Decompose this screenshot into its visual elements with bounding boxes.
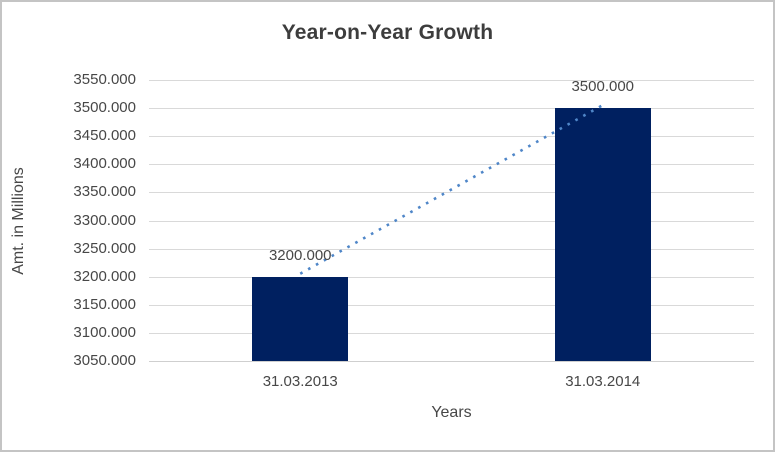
- y-tick-label: 3250.000: [73, 239, 136, 257]
- trendline-path: [299, 103, 604, 275]
- gridline: [149, 164, 754, 166]
- gridline: [149, 136, 754, 138]
- x-tick-label: 31.03.2013: [262, 373, 338, 390]
- gridline: [149, 80, 754, 81]
- chart-title: Year-on-Year Growth: [281, 21, 494, 44]
- y-tick-label: 3400.000: [73, 155, 136, 173]
- y-tick-label: 3100.000: [73, 323, 136, 341]
- y-tick-label: 3200.000: [73, 267, 136, 285]
- bar-31.03.2013: [252, 276, 349, 361]
- data-label: 3200.000: [268, 246, 332, 264]
- y-tick-label: 3150.000: [73, 295, 136, 313]
- x-axis-title: Years: [431, 404, 472, 421]
- gridline: [149, 108, 754, 110]
- gridline: [149, 332, 754, 334]
- bar-31.03.2014: [554, 108, 651, 361]
- trendline: [299, 103, 604, 275]
- gridline: [149, 192, 754, 194]
- x-tick-label: 31.03.2014: [565, 373, 641, 390]
- y-tick-label: 3050.000: [73, 352, 136, 369]
- y-tick-label: 3550.000: [73, 71, 136, 88]
- y-tick-label: 3350.000: [73, 183, 136, 201]
- y-tick-label: 3500.000: [73, 99, 136, 117]
- gridline: [149, 304, 754, 306]
- gridline: [149, 276, 754, 278]
- gridline: [149, 220, 754, 222]
- data-label: 3500.000: [571, 78, 635, 96]
- y-axis-title: Amt. in Millions: [10, 167, 27, 275]
- plot-area: 3200.000 3500.000: [149, 78, 754, 362]
- y-tick-label: 3450.000: [73, 127, 136, 145]
- gridline: [149, 248, 754, 250]
- y-tick-label: 3300.000: [73, 211, 136, 229]
- gridline: [149, 361, 754, 362]
